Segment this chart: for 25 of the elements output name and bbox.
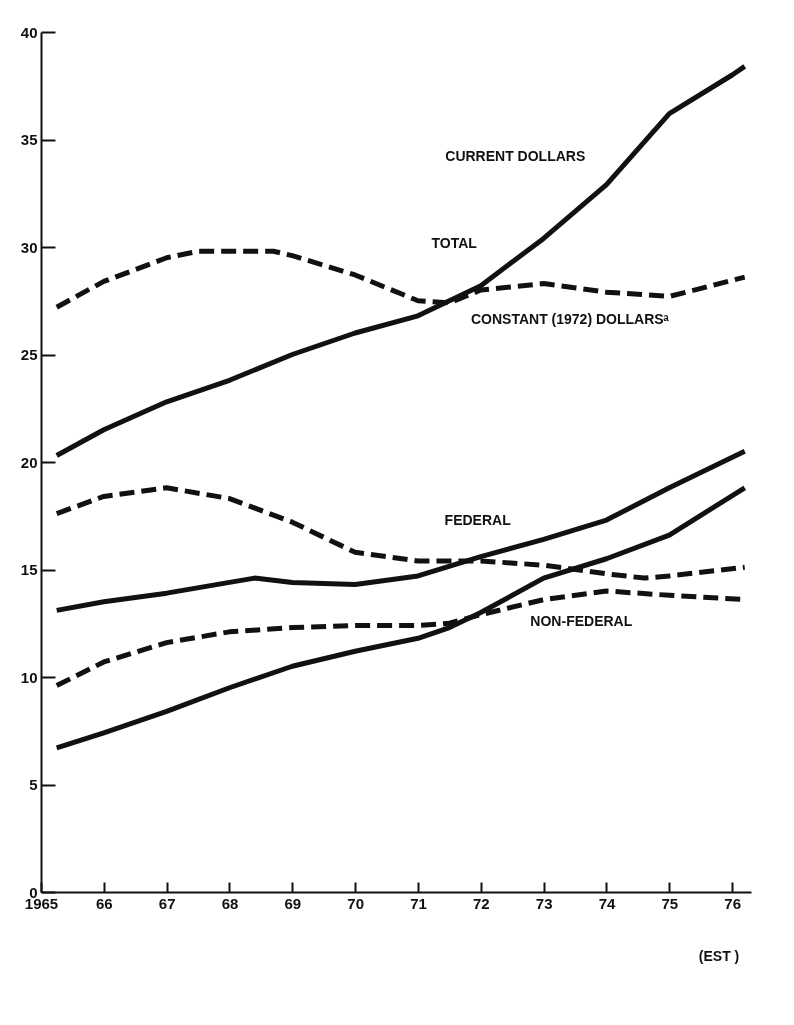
y-tick-label: 25 bbox=[20, 346, 38, 363]
x-tick-label: 68 bbox=[221, 894, 239, 912]
y-tick-label: 20 bbox=[20, 453, 38, 471]
y-tick-label: 40 bbox=[20, 23, 38, 41]
annotation: TOTAL bbox=[431, 234, 478, 251]
x-tick-label: 69 bbox=[284, 894, 302, 912]
x-tick-label: 70 bbox=[347, 894, 364, 912]
annotation: NON-FEDERAL bbox=[530, 612, 633, 629]
y-tick-label: 30 bbox=[20, 238, 38, 256]
y-tick-label: 35 bbox=[20, 131, 38, 148]
x-tick-label: 73 bbox=[535, 894, 553, 912]
annotation: CONSTANT (1972) DOLLARSᵃ bbox=[470, 311, 670, 328]
x-tick-label: 72 bbox=[472, 894, 490, 912]
annotation: FEDERAL bbox=[444, 512, 512, 529]
text: (EST ) bbox=[698, 947, 740, 964]
y-tick-label: 5 bbox=[29, 776, 38, 793]
x-tick-label: 67 bbox=[158, 894, 176, 912]
annotation: CURRENT DOLLARS bbox=[445, 147, 586, 164]
y-tick-label: 15 bbox=[20, 561, 38, 578]
x-tick-label: 76 bbox=[724, 894, 741, 912]
x-tick-label: 75 bbox=[661, 894, 679, 912]
x-tick-label: 66 bbox=[95, 894, 113, 912]
x-tick-label: 74 bbox=[598, 894, 616, 912]
x-tick-label: 71 bbox=[410, 894, 427, 912]
y-tick-label: 10 bbox=[20, 668, 38, 686]
